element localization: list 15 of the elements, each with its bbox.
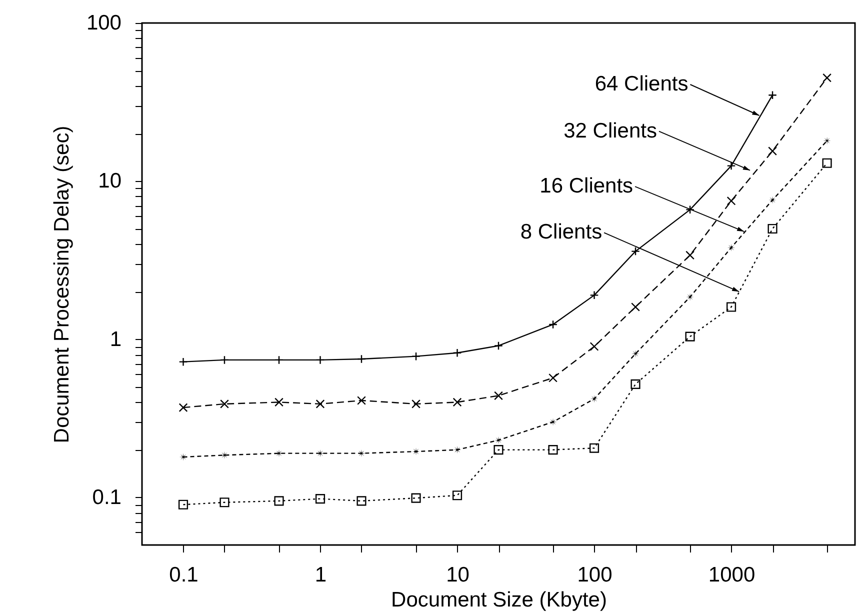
y-tick-label: 0.1 (92, 486, 122, 509)
y-axis-title: Document Processing Delay (sec) (50, 126, 74, 444)
y-tick-label: 1 (110, 328, 122, 351)
annotation: 32 Clients (564, 119, 657, 142)
x-tick-label: 10 (446, 564, 470, 586)
x-axis-title: Document Size (Kbyte) (391, 588, 607, 612)
x-tick-label: 1 (314, 564, 327, 586)
x-tick-label: 1000 (708, 564, 756, 586)
x-tick-label: 100 (577, 564, 612, 586)
annotation: 16 Clients (540, 174, 634, 198)
y-tick-label: 10 (98, 170, 122, 193)
annotation: 8 Clients (520, 220, 602, 244)
y-tick-label: 100 (86, 12, 122, 34)
annotation: 64 Clients (594, 72, 688, 96)
x-tick-label: 0.1 (169, 564, 198, 586)
